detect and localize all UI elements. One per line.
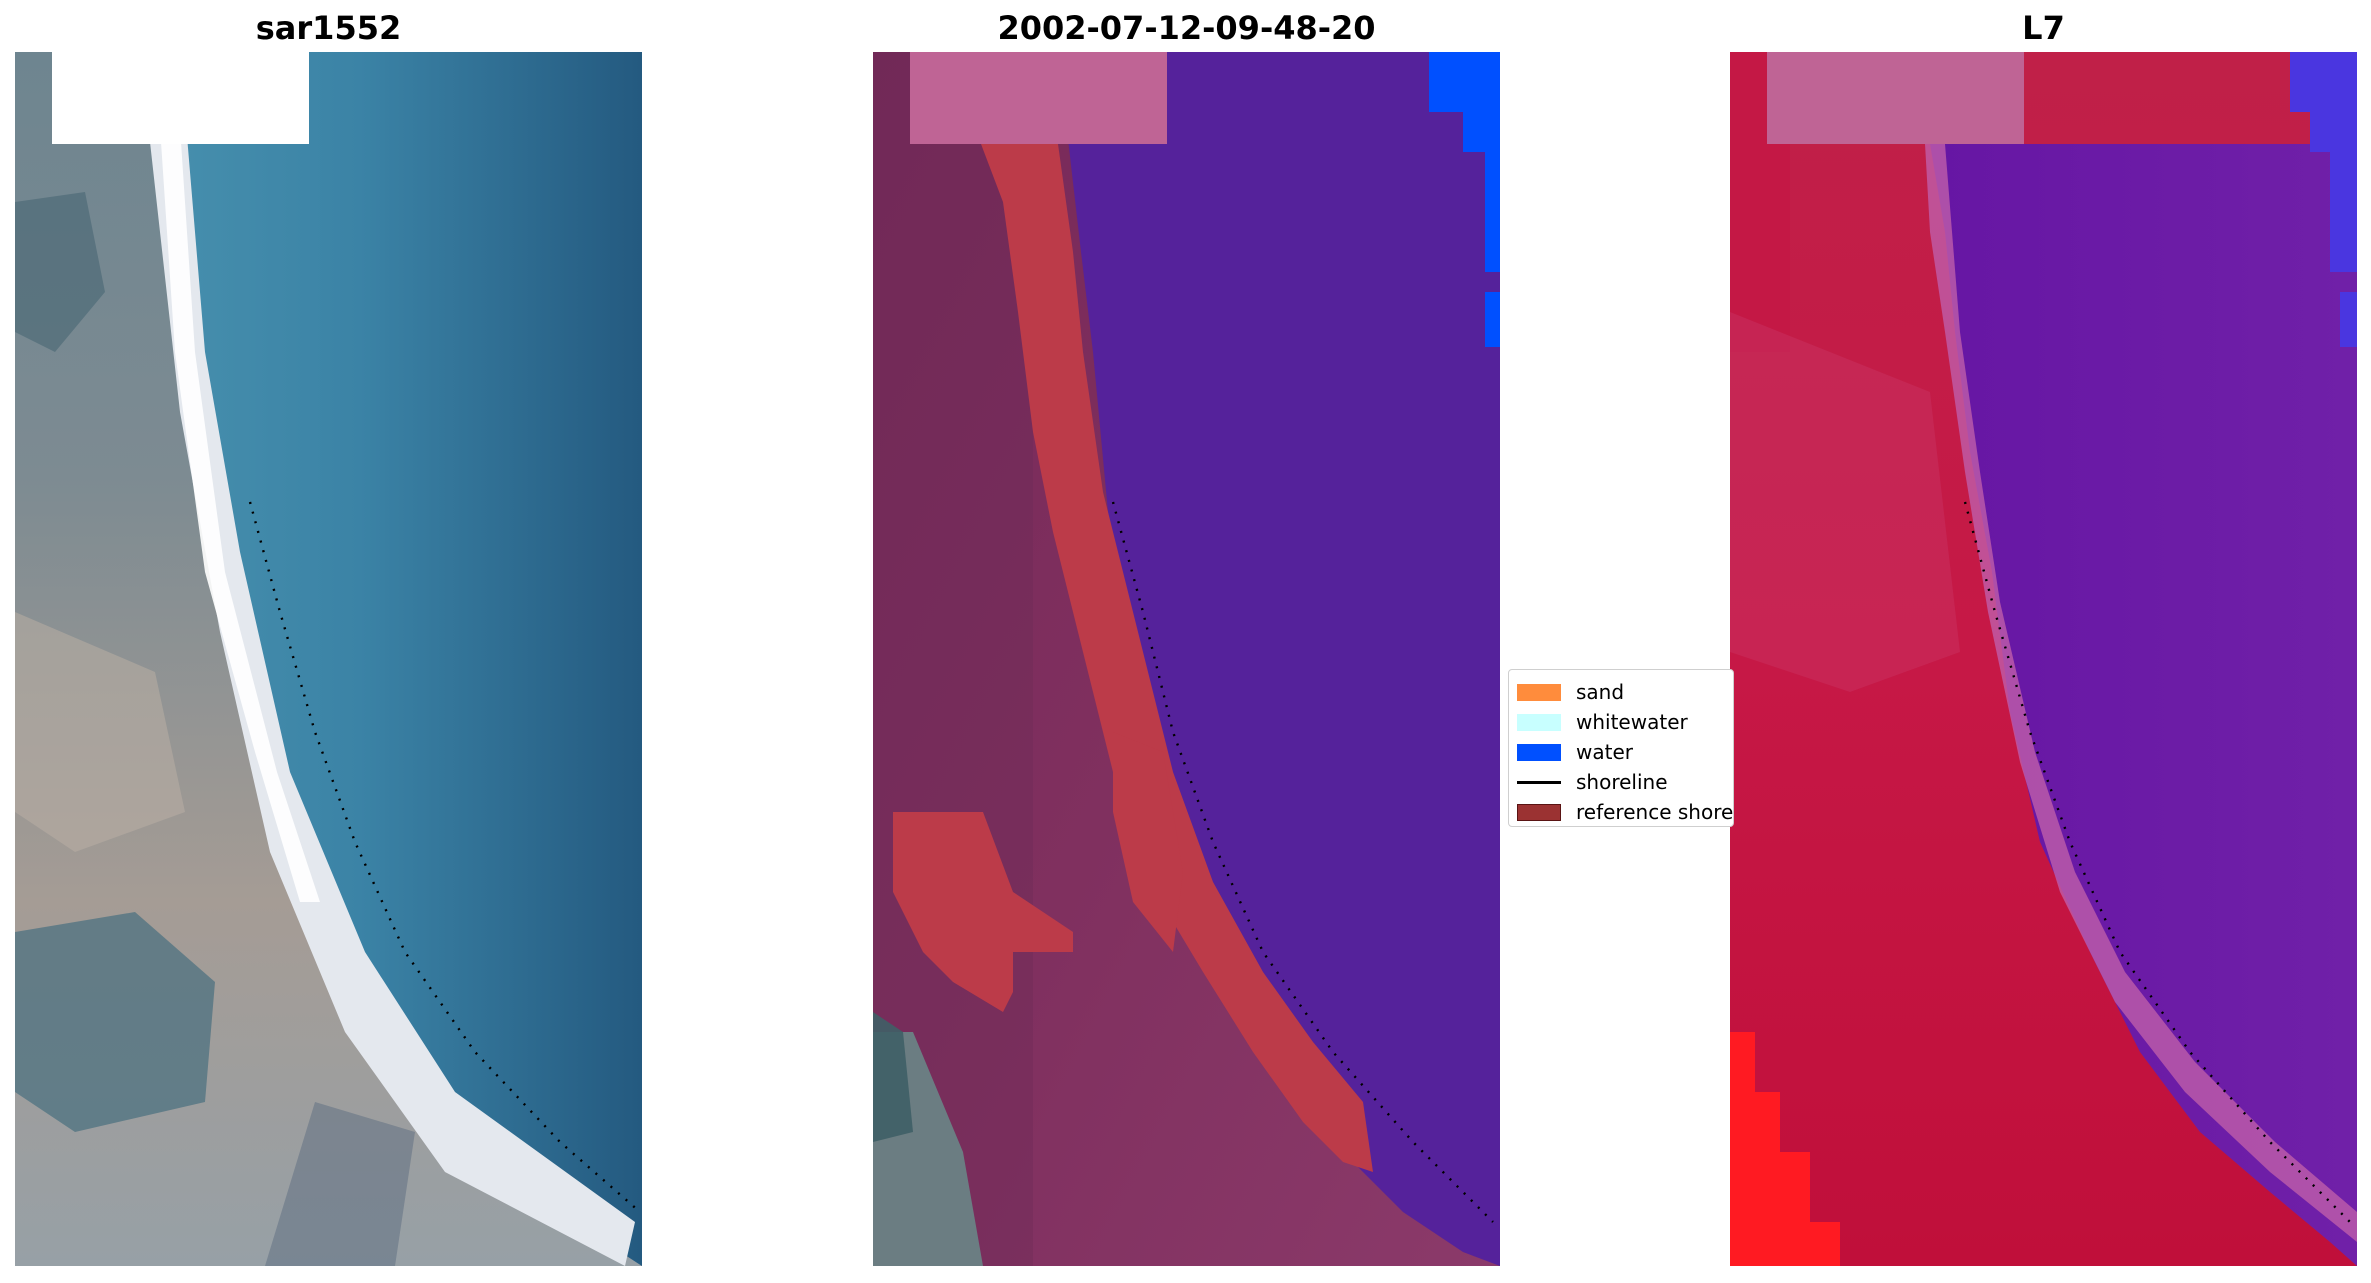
- legend-label-reference-shoreline-buffer: reference shoreline buffer: [1576, 800, 1734, 824]
- legend-item-shoreline: shoreline: [1517, 767, 1733, 797]
- legend: sand whitewater water shoreline referenc…: [1508, 669, 1734, 827]
- rgb-image-panel: [15, 52, 642, 1266]
- legend-label-water: water: [1576, 740, 1633, 764]
- no-data-mask: [910, 52, 1167, 144]
- no-data-mask: [52, 52, 309, 144]
- legend-swatch-shoreline: [1517, 780, 1561, 784]
- classified-image: [873, 52, 1500, 1266]
- legend-item-reference-shoreline-buffer: reference shoreline buffer: [1517, 797, 1734, 826]
- legend-swatch-sand: [1517, 683, 1561, 701]
- bright-red-pixels: [1730, 1032, 1840, 1266]
- classified-image-panel: [873, 52, 1500, 1266]
- no-data-mask: [1767, 52, 2024, 144]
- legend-swatch-whitewater: [1517, 713, 1561, 731]
- reference-shoreline-buffer: [981, 144, 1373, 1172]
- legend-item-whitewater: whitewater: [1517, 707, 1733, 737]
- panel-title-rgb: sar1552: [255, 9, 402, 47]
- panel-title-false-color: L7: [2022, 9, 2065, 47]
- panel-title-classified: 2002-07-12-09-48-20: [997, 9, 1376, 47]
- false-color-image-panel: [1730, 52, 2357, 1266]
- water-class-pixels: [1429, 52, 1500, 272]
- legend-label-whitewater: whitewater: [1576, 710, 1688, 734]
- legend-label-sand: sand: [1576, 680, 1625, 704]
- legend-swatch-reference-shoreline-buffer: [1517, 803, 1561, 821]
- legend-label-shoreline: shoreline: [1576, 770, 1668, 794]
- rgb-image: [15, 52, 642, 1266]
- legend-swatch-water: [1517, 743, 1561, 761]
- legend-item-water: water: [1517, 737, 1733, 767]
- legend-item-sand: sand: [1517, 677, 1733, 707]
- false-color-image: [1730, 52, 2357, 1266]
